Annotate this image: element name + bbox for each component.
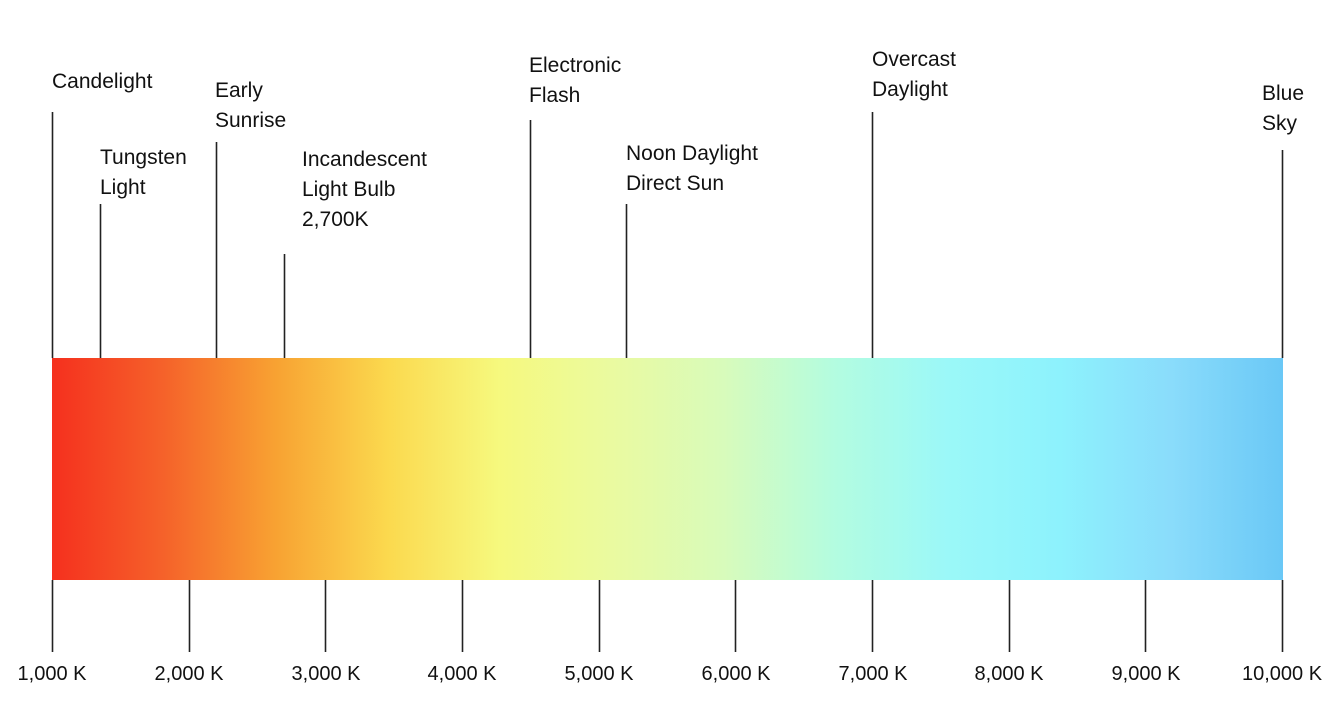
tick-label: 9,000 K bbox=[1111, 663, 1181, 685]
marker-label-incandescent: Incandescent Light Bulb 2,700K bbox=[302, 148, 427, 231]
marker-label-tungsten: Tungsten Light bbox=[100, 146, 187, 199]
tick-label: 2,000 K bbox=[154, 663, 224, 685]
marker-lines bbox=[51, 112, 1284, 358]
marker-label-noon-daylight: Noon Daylight Direct Sun bbox=[626, 142, 758, 195]
tick-label: 7,000 K bbox=[838, 663, 908, 685]
marker-label-early-sunrise: Early Sunrise bbox=[215, 79, 287, 132]
tick-label: 6,000 K bbox=[701, 663, 771, 685]
tick-label: 10,000 K bbox=[1241, 663, 1323, 685]
marker-label-candlelight: Candelight bbox=[52, 70, 153, 93]
tick-label: 1,000 K bbox=[17, 663, 87, 685]
tick-label: 3,000 K bbox=[291, 663, 361, 685]
color-temperature-bar bbox=[52, 358, 1283, 580]
marker-label-overcast: Overcast Daylight bbox=[872, 48, 957, 101]
tick-label: 8,000 K bbox=[974, 663, 1044, 685]
tick-label: 4,000 K bbox=[427, 663, 497, 685]
axis-ticks bbox=[51, 580, 1284, 652]
tick-label: 5,000 K bbox=[564, 663, 634, 685]
marker-label-electronic-flash: Electronic Flash bbox=[529, 54, 622, 107]
marker-label-blue-sky: Blue Sky bbox=[1262, 82, 1305, 135]
